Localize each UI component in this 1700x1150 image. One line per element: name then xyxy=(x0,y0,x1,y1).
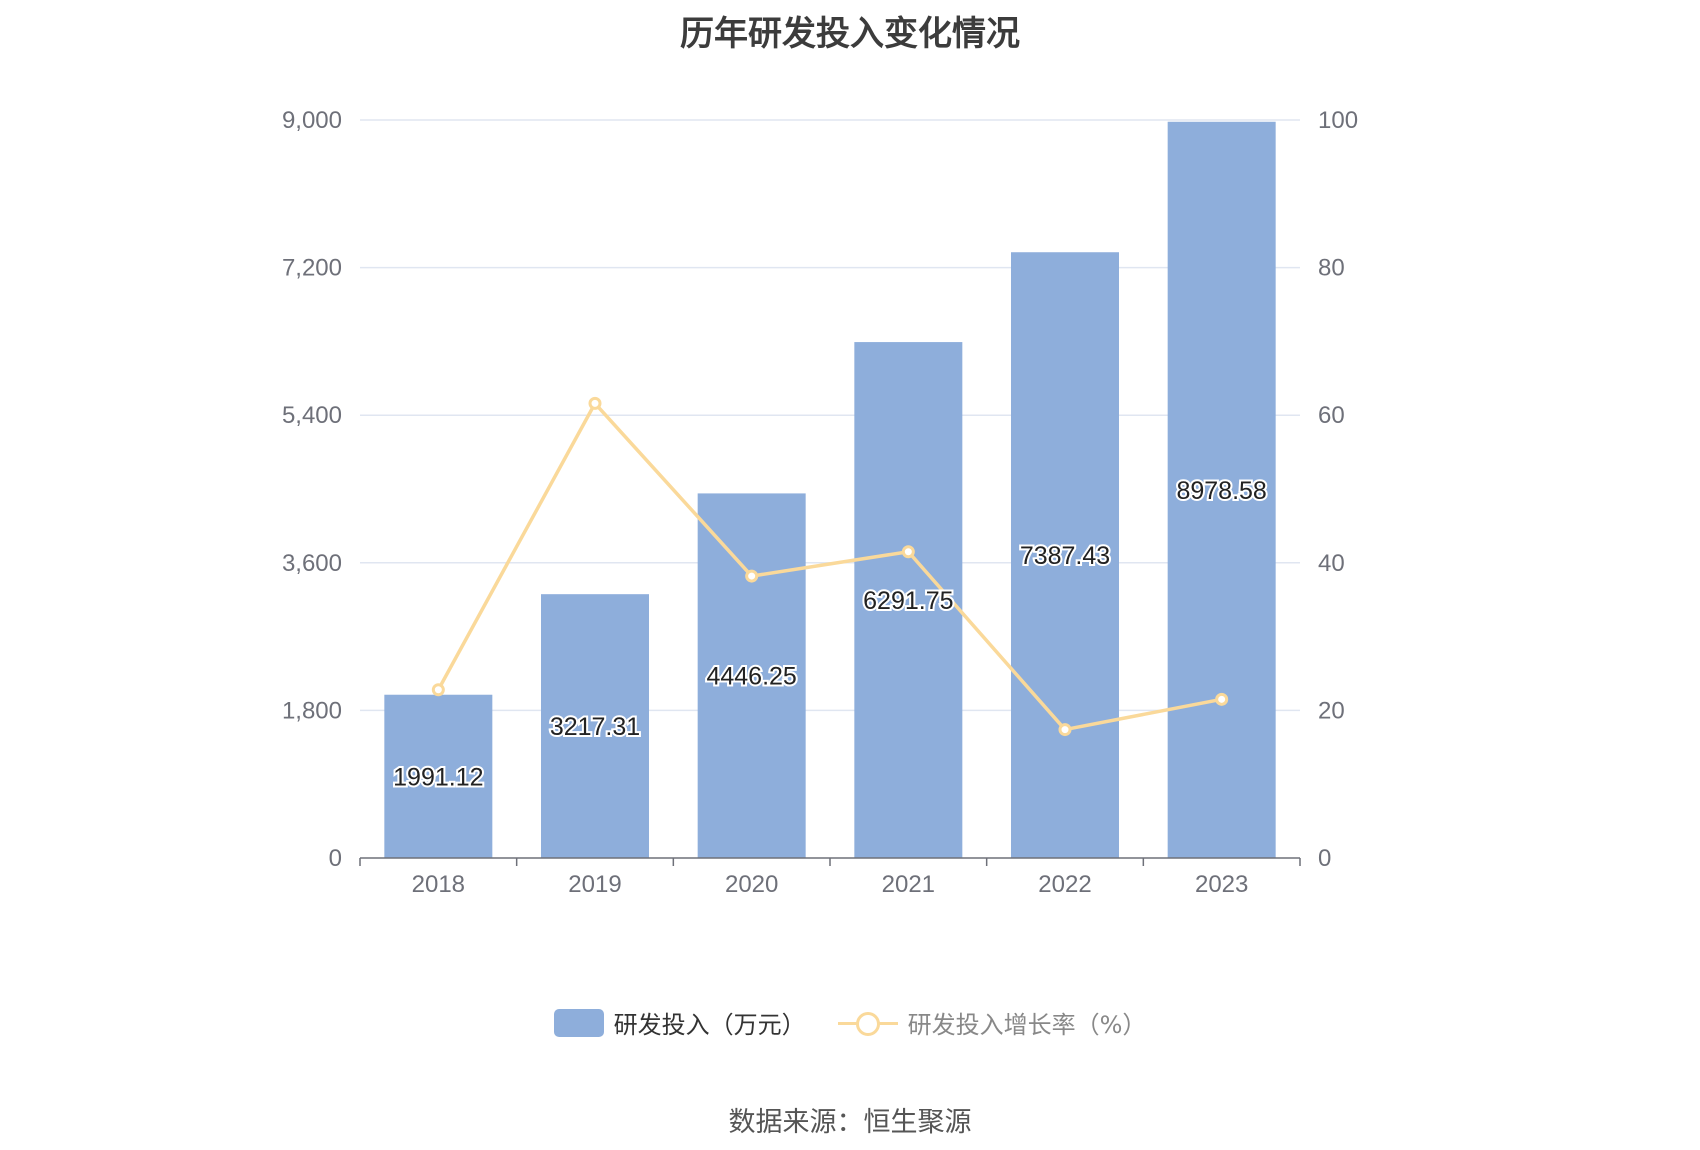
data-source: 数据来源：恒生聚源 xyxy=(728,1107,972,1138)
y-left-tick-label: 9,000 xyxy=(282,107,342,134)
y-left-tick-label: 3,600 xyxy=(282,550,342,577)
legend-bar-swatch-icon xyxy=(553,1008,604,1037)
bar xyxy=(1167,121,1276,858)
line-point xyxy=(745,569,759,583)
bar-value-label: 4446.25 xyxy=(706,663,796,691)
x-tick-label: 2018 xyxy=(412,871,465,898)
grid-lines xyxy=(360,119,1300,712)
y-left-tick-label: 1,800 xyxy=(282,697,342,724)
x-tick-label: 2022 xyxy=(1038,871,1091,898)
bar xyxy=(384,694,493,858)
legend-item-growth-rate[interactable]: 研发投入增长率（%） xyxy=(837,1005,1147,1040)
line-point xyxy=(588,396,602,410)
y-left-tick-label: 5,400 xyxy=(282,402,342,429)
line-series xyxy=(431,396,1229,737)
bar-value-label: 7387.43 xyxy=(1020,542,1110,570)
x-tick-label: 2020 xyxy=(725,871,778,898)
bar xyxy=(1011,252,1119,859)
legend-item-rd-investment[interactable]: 研发投入（万元） xyxy=(553,1005,806,1040)
y-right-tick-label: 20 xyxy=(1318,697,1345,724)
line-point xyxy=(901,545,915,559)
y-right-tick-label: 80 xyxy=(1318,255,1345,282)
legend-label-growth-rate: 研发投入增长率（%） xyxy=(907,1011,1147,1039)
chart-title: 历年研发投入变化情况 xyxy=(680,14,1020,54)
x-tick-label: 2019 xyxy=(568,871,621,898)
y-right-tick-label: 40 xyxy=(1318,550,1345,577)
line-point xyxy=(431,683,445,697)
legend-label-rd-investment: 研发投入（万元） xyxy=(613,1011,806,1039)
bar-value-label: 6291.75 xyxy=(863,587,953,615)
y-left-tick-label: 0 xyxy=(329,845,342,872)
bar xyxy=(854,342,963,858)
data-labels: 1991.12 3217.31 4446.25 6291.75 7387.43 8978.… xyxy=(391,475,1269,793)
bar xyxy=(541,594,649,858)
bar xyxy=(697,493,806,858)
y-right-tick-label: 0 xyxy=(1318,845,1331,872)
y-right-tick-label: 60 xyxy=(1318,402,1345,429)
legend: 研发投入（万元） 研发投入增长率（%） xyxy=(0,1005,1700,1040)
x-tick-label: 2021 xyxy=(882,871,935,898)
y-left-tick-label: 7,200 xyxy=(282,255,342,282)
x-tick-label: 2023 xyxy=(1195,871,1248,898)
line-point xyxy=(1058,723,1072,737)
growth-rate-line xyxy=(436,401,1222,732)
legend-line-swatch-icon xyxy=(837,1009,898,1037)
bar-value-label: 3217.31 xyxy=(550,713,640,741)
axes: 0 1,800 3,600 5,400 7,200 9,000 0 20 40 60 80 100 20… xyxy=(282,107,1358,898)
bar-series xyxy=(384,121,1276,859)
bar-value-label: 8978.58 xyxy=(1176,477,1266,505)
bar-value-label: 1991.12 xyxy=(393,763,483,791)
line-point xyxy=(1215,692,1229,706)
y-right-tick-label: 100 xyxy=(1318,107,1358,134)
